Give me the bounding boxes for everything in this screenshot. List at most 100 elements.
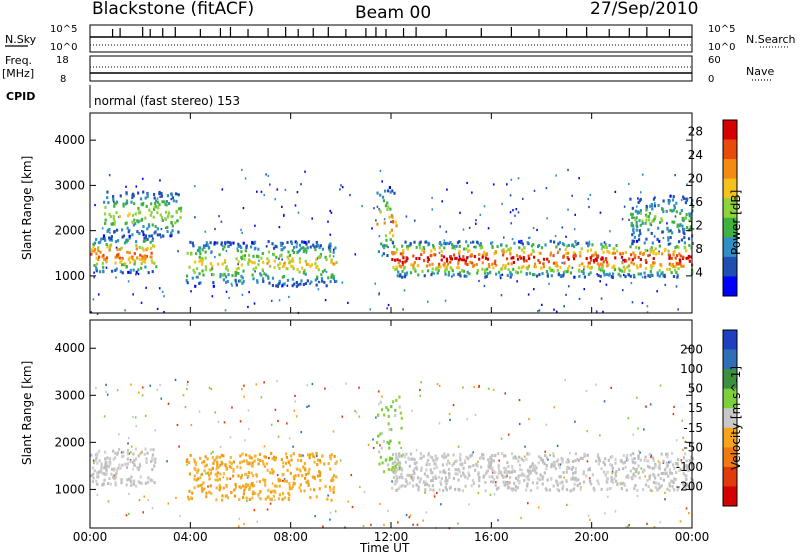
y-tick-label: 4000: [54, 341, 85, 355]
echo-cell: [188, 461, 191, 465]
echo-cell: [202, 481, 205, 485]
echo-cell: [127, 258, 130, 262]
echo-cell: [649, 204, 652, 208]
echo-cell: [406, 257, 409, 261]
echo-cell: [666, 226, 669, 230]
echo-cell: [277, 263, 280, 267]
noise-cell: [274, 498, 276, 502]
echo-cell: [503, 454, 506, 458]
echo-cell: [497, 466, 500, 470]
echo-cell: [653, 216, 656, 220]
echo-cell: [193, 477, 196, 481]
echo-cell: [427, 258, 430, 262]
noise-cell: [588, 240, 591, 243]
echo-cell: [680, 264, 683, 268]
echo-cell: [384, 234, 388, 238]
echo-cell: [440, 477, 443, 481]
echo-cell: [428, 463, 431, 467]
echo-cell: [186, 281, 189, 285]
echo-cell: [630, 476, 633, 480]
echo-cell: [489, 271, 492, 275]
noise-cell: [159, 195, 161, 199]
noise-cell: [237, 263, 239, 266]
noise-cell: [657, 460, 660, 463]
noise-cell: [231, 284, 233, 287]
echo-cell: [552, 269, 555, 273]
noise-cell: [107, 500, 110, 503]
echo-cell: [273, 484, 277, 488]
echo-cell: [673, 466, 676, 470]
noise-cell: [473, 386, 476, 389]
echo-cell: [92, 242, 95, 246]
noise-cell: [506, 473, 508, 476]
noise-cell: [160, 397, 163, 400]
noise-cell: [653, 526, 656, 529]
noise-cell: [402, 308, 404, 311]
echo-cell: [429, 254, 432, 258]
echo-cell: [203, 460, 206, 464]
echo-cell: [377, 413, 380, 417]
echo-cell: [444, 242, 448, 246]
echo-cell: [581, 262, 584, 266]
echo-cell: [288, 461, 291, 465]
noise-cell: [151, 507, 154, 510]
power-echo-layer: [90, 168, 695, 315]
echo-cell: [594, 252, 597, 256]
echo-cell: [148, 208, 151, 212]
echo-cell: [122, 202, 125, 206]
noise-cell: [177, 250, 179, 253]
echo-cell: [525, 259, 528, 263]
echo-cell: [678, 252, 681, 256]
echo-cell: [110, 472, 113, 476]
echo-cell: [395, 265, 398, 269]
noise-cell: [132, 468, 134, 471]
echo-cell: [671, 231, 674, 235]
echo-cell: [306, 279, 309, 283]
echo-cell: [377, 434, 380, 438]
noise-cell: [381, 180, 383, 183]
noise-cell: [422, 519, 424, 522]
echo-cell: [286, 267, 289, 271]
echo-cell: [517, 474, 521, 478]
echo-cell: [304, 241, 307, 245]
echo-cell: [281, 275, 284, 279]
echo-cell: [670, 256, 673, 260]
echo-cell: [658, 463, 661, 467]
noise-cell: [501, 202, 503, 205]
echo-cell: [445, 259, 449, 263]
echo-cell: [487, 465, 491, 469]
echo-cell: [222, 472, 226, 476]
echo-cell: [685, 474, 688, 478]
echo-cell: [619, 274, 622, 278]
echo-cell: [125, 191, 128, 195]
echo-cell: [414, 269, 417, 273]
echo-cell: [507, 481, 510, 485]
echo-cell: [238, 244, 242, 248]
echo-cell: [213, 242, 216, 246]
noise-cell: [645, 405, 647, 408]
echo-cell: [121, 271, 124, 275]
echo-cell: [264, 497, 267, 501]
echo-cell: [122, 450, 125, 454]
noise-cell: [639, 451, 641, 454]
echo-cell: [582, 265, 586, 269]
echo-cell: [676, 275, 679, 279]
echo-cell: [186, 251, 189, 255]
echo-cell: [329, 457, 332, 461]
noise-cell: [332, 255, 335, 258]
echo-cell: [594, 257, 597, 261]
echo-cell: [409, 271, 413, 275]
echo-cell: [508, 476, 512, 480]
echo-cell: [666, 487, 669, 491]
echo-cell: [630, 224, 633, 228]
noise-cell: [296, 191, 299, 194]
echo-cell: [614, 458, 617, 462]
echo-cell: [616, 249, 619, 253]
echo-cell: [587, 244, 590, 248]
echo-cell: [530, 464, 533, 468]
echo-cell: [278, 493, 282, 497]
noise-cell: [527, 293, 530, 296]
echo-cell: [483, 474, 486, 478]
echo-cell: [96, 461, 99, 465]
echo-cell: [586, 265, 589, 269]
